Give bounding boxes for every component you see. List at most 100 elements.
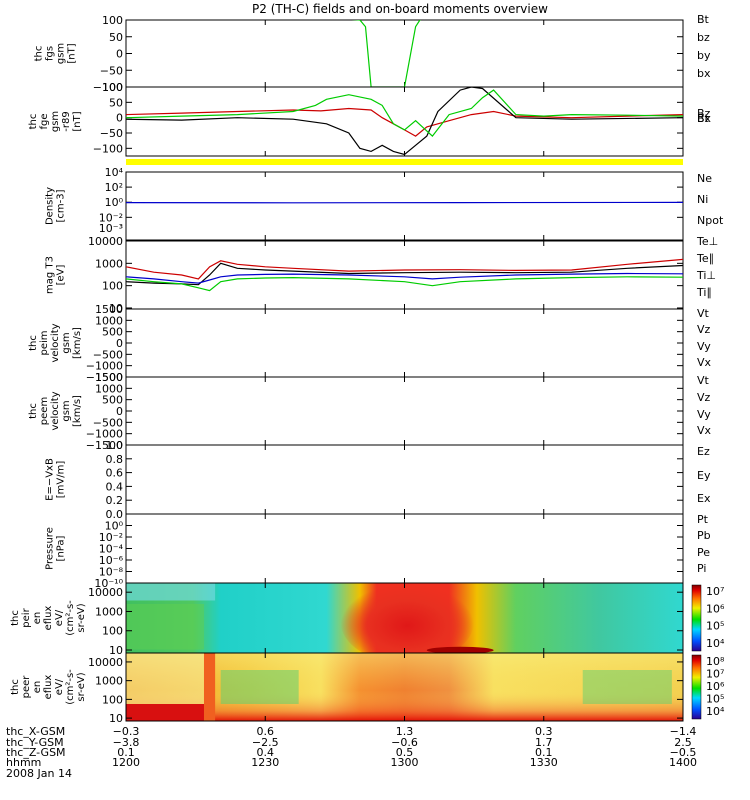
- ylabel-line: mag T3: [45, 256, 56, 294]
- xaxis-row-label: hhmm: [6, 756, 41, 769]
- panel-peer_eflux: 10000 1000 100 10 thc peer en eflux eV/(cm²-s-sr…: [10, 652, 725, 725]
- ylabel-line: fge: [39, 113, 50, 129]
- ylabel-line: [km/s]: [72, 395, 83, 427]
- ylabel-line: thc: [10, 679, 21, 695]
- panel-frame: [125, 19, 684, 88]
- legend-Ne: Ne: [697, 172, 712, 185]
- ylabel-line: Density: [45, 187, 56, 225]
- series-line-Te∥: [126, 262, 683, 286]
- colorbar-label: 10⁶: [706, 680, 725, 693]
- ylabel-line: peim: [39, 330, 50, 355]
- ylabel-line: eflux: [43, 675, 54, 700]
- electron-spectrogram-patch: [582, 670, 672, 704]
- legend-bx: bx: [697, 67, 711, 80]
- xaxis-row-label: thc_Z-GSM: [6, 746, 66, 759]
- xaxis-row-label: thc_X-GSM: [6, 725, 65, 738]
- legend-Npot: Npot: [697, 214, 724, 227]
- ytick-label: 1500: [95, 371, 123, 384]
- ion-spectrogram-hot: [340, 579, 475, 664]
- series-line-Bx: [126, 89, 683, 137]
- figure-title: P2 (TH-C) fields and on-board moments ov…: [252, 2, 548, 16]
- legend-Bt: Bt: [697, 112, 710, 125]
- ytick-label: 0.2: [106, 494, 124, 507]
- ion-spectrogram-patch: [126, 583, 216, 601]
- xaxis-row-value: 0.1: [117, 746, 135, 759]
- ylabel-line: (cm²-s-: [65, 669, 76, 705]
- xaxis-row-value: 1230: [251, 756, 279, 769]
- ylabel-line: fgs: [45, 46, 56, 61]
- xaxis-row-label: thc_Y-GSM: [6, 736, 64, 749]
- xaxis-row-value: 1.7: [535, 736, 553, 749]
- ytick-label: 1.0: [106, 439, 124, 452]
- panel-frame: [125, 376, 684, 446]
- ylabel-line: thc: [28, 114, 39, 130]
- legend-Ti∥: Ti∥: [696, 286, 712, 299]
- ylabel-line: peem: [39, 397, 50, 425]
- quality-flag-bar: [126, 159, 683, 165]
- legend-Vx: Vx: [697, 356, 712, 369]
- legend-Ti⊥: Ti⊥: [696, 269, 716, 282]
- ytick-label: 10⁴: [105, 166, 124, 179]
- panel-frame: [125, 444, 684, 515]
- ytick-label: −1000: [86, 428, 123, 441]
- electron-spectrogram-patch: [220, 670, 299, 704]
- colorbar-label: 10⁴: [706, 705, 725, 718]
- ylabel-line: [mV/m]: [56, 461, 67, 499]
- ylabel-line: E=−VxB: [45, 458, 56, 501]
- ytick-label: −1000: [86, 360, 123, 373]
- ylabel-line: peer: [21, 675, 32, 699]
- series-line-Ti∥: [126, 276, 683, 292]
- legend-Pe: Pe: [697, 546, 710, 559]
- ytick-label: 1000: [95, 257, 123, 270]
- electron-spectrogram-edge: [203, 653, 216, 721]
- ytick-label: 10⁻⁸: [99, 566, 124, 579]
- ylabel-line: [eV]: [56, 265, 67, 286]
- colorbar-label: 10⁵: [706, 620, 724, 633]
- xaxis-row-value: 2.5: [674, 736, 692, 749]
- ytick-label: 100: [102, 14, 123, 27]
- xaxis-row-value: 1.3: [396, 725, 414, 738]
- legend-Ez: Ez: [697, 445, 710, 458]
- ylabel-line: (cm²-s-: [65, 600, 76, 636]
- xaxis-row-value: −3.8: [113, 736, 140, 749]
- ytick-label: 0.0: [106, 508, 124, 521]
- legend-Te∥: Te∥: [696, 252, 714, 265]
- legend-Pt: Pt: [697, 513, 709, 526]
- xaxis-row-value: 1400: [669, 756, 697, 769]
- ylabel-line: eflux: [43, 606, 54, 631]
- ylabel-line: en: [32, 681, 43, 694]
- ytick-label: 500: [102, 394, 123, 407]
- ytick-label: 10: [109, 644, 123, 657]
- xaxis-row-value: 0.1: [535, 746, 553, 759]
- ytick-label: 1000: [95, 605, 123, 618]
- legend-Pb: Pb: [697, 529, 711, 542]
- ytick-label: 10000: [88, 235, 123, 248]
- ylabel-line: gsm: [50, 111, 61, 132]
- xaxis-date: 2008 Jan 14: [6, 767, 72, 780]
- legend-Pi: Pi: [697, 562, 706, 575]
- panel-fgs_gsm: 100 50 0 −50 −100 thc fgs gsm [nT] Bt bz by bx: [34, 13, 711, 94]
- electron-spectrogram-hot: [126, 704, 207, 721]
- ytick-label: 100: [102, 81, 123, 94]
- series-line-Te⊥: [126, 258, 683, 280]
- colorbar-label: 10⁷: [706, 668, 724, 681]
- ytick-label: −50: [100, 127, 123, 140]
- ytick-label: 10⁰: [105, 520, 124, 533]
- xaxis-row-value: 0.6: [257, 725, 275, 738]
- ytick-label: −1500: [86, 371, 123, 384]
- ylabel-line: en: [32, 612, 43, 625]
- ytick-label: 100: [102, 693, 123, 706]
- ylabel-line: velocity: [50, 323, 61, 362]
- series-line-by: [351, 20, 421, 87]
- ytick-label: 1500: [95, 303, 123, 316]
- legend-Vt: Vt: [697, 307, 710, 320]
- ylabel-line: thc: [28, 403, 39, 419]
- ylabel-line: [nPa]: [56, 535, 67, 561]
- colorbar-label: 10⁷: [706, 585, 724, 598]
- colorbar-label: 10⁸: [706, 655, 725, 668]
- ylabel-line: eV/: [54, 609, 65, 626]
- panel-frame: [125, 171, 684, 241]
- ytick-label: 0: [116, 48, 123, 61]
- legend-Vx: Vx: [697, 424, 712, 437]
